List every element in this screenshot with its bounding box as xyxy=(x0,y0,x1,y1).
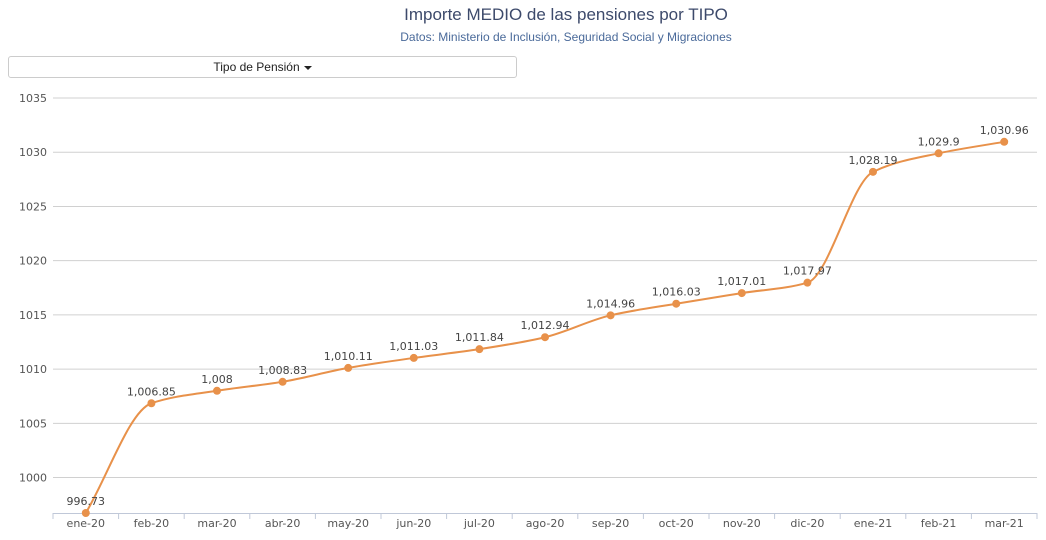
data-label-feb-20: 1,006.85 xyxy=(127,385,176,398)
y-tick-label-1000: 1000 xyxy=(19,472,47,485)
chart-subtitle: Datos: Ministerio de Inclusión, Segurida… xyxy=(400,30,732,44)
x-tick-label-jul-20: jul-20 xyxy=(463,517,495,530)
data-label-may-20: 1,010.11 xyxy=(324,350,373,363)
data-point-ene-20 xyxy=(81,509,90,517)
data-point-mar-20 xyxy=(213,386,221,395)
x-tick-label-feb-21: feb-21 xyxy=(921,517,957,530)
y-tick-label-1025: 1025 xyxy=(19,200,47,213)
chart-title: Importe MEDIO de las pensiones por TIPO xyxy=(404,5,728,24)
data-label-jun-20: 1,011.03 xyxy=(389,340,438,353)
y-tick-label-1010: 1010 xyxy=(19,363,47,376)
data-point-feb-20 xyxy=(147,399,156,408)
caret-down-icon xyxy=(303,65,312,70)
y-tick-label-1015: 1015 xyxy=(19,309,47,322)
data-label-nov-20: 1,017.01 xyxy=(717,275,766,288)
x-tick-label-oct-20: oct-20 xyxy=(659,517,694,530)
pension-type-dropdown-label: Tipo de Pensión xyxy=(213,60,300,74)
series xyxy=(81,137,1009,517)
data-label-feb-21: 1,029.9 xyxy=(918,135,960,148)
pension-type-dropdown[interactable]: Tipo de Pensión xyxy=(8,56,517,78)
y-tick-label-1035: 1035 xyxy=(19,92,47,105)
data-point-abr-20 xyxy=(278,377,287,386)
data-label-ene-20: 996.73 xyxy=(67,495,106,508)
x-tick-label-ene-21: ene-21 xyxy=(854,517,892,530)
data-label-jul-20: 1,011.84 xyxy=(455,331,504,344)
data-label-mar-21: 1,030.96 xyxy=(980,124,1029,137)
data-point-feb-21 xyxy=(934,149,943,158)
gridlines xyxy=(53,97,1037,479)
y-axis-tick-labels: 1000 1005 1010 1015 1020 1025 1030 1035 xyxy=(19,92,47,485)
data-labels: 996.73 1,006.85 1,008 1,008.83 1,010.11 1,011… xyxy=(67,124,1029,508)
x-tick-label-ago-20: ago-20 xyxy=(526,517,565,530)
x-tick-label-nov-20: nov-20 xyxy=(723,517,761,530)
x-tick-label-mar-20: mar-20 xyxy=(197,517,236,530)
data-label-abr-20: 1,008.83 xyxy=(258,364,307,377)
data-label-ene-21: 1,028.19 xyxy=(849,154,898,167)
data-label-oct-20: 1,016.03 xyxy=(652,286,701,299)
data-point-jun-20 xyxy=(409,353,418,362)
y-tick-label-1020: 1020 xyxy=(19,255,47,268)
data-label-sep-20: 1,014.96 xyxy=(586,297,635,310)
x-tick-label-abr-20: abr-20 xyxy=(265,517,301,530)
data-point-ene-21 xyxy=(869,167,877,176)
data-point-oct-20 xyxy=(672,299,681,308)
data-label-dic-20: 1,017.97 xyxy=(783,265,832,278)
x-tick-label-may-20: may-20 xyxy=(327,517,369,530)
data-label-mar-20: 1,008 xyxy=(201,373,233,386)
data-point-mar-21 xyxy=(1000,137,1009,146)
x-axis: ene-20 feb-20 mar-20 abr-20 may-20 jun-20 jul-… xyxy=(52,513,1038,530)
data-point-jul-20 xyxy=(475,345,484,354)
x-tick-label-mar-21: mar-21 xyxy=(985,517,1024,530)
data-point-dic-20 xyxy=(803,278,812,287)
data-point-may-20 xyxy=(344,363,353,372)
y-tick-label-1030: 1030 xyxy=(19,146,47,159)
x-tick-label-feb-20: feb-20 xyxy=(134,517,170,530)
x-tick-label-jun-20: jun-20 xyxy=(395,517,431,530)
x-tick-label-ene-20: ene-20 xyxy=(67,517,105,530)
data-label-ago-20: 1,012.94 xyxy=(521,319,570,332)
data-point-ago-20 xyxy=(541,333,549,342)
y-tick-label-1005: 1005 xyxy=(19,417,47,430)
x-tick-label-sep-20: sep-20 xyxy=(592,517,629,530)
data-point-nov-20 xyxy=(737,289,746,298)
x-tick-label-dic-20: dic-20 xyxy=(790,517,824,530)
data-point-sep-20 xyxy=(606,311,615,320)
